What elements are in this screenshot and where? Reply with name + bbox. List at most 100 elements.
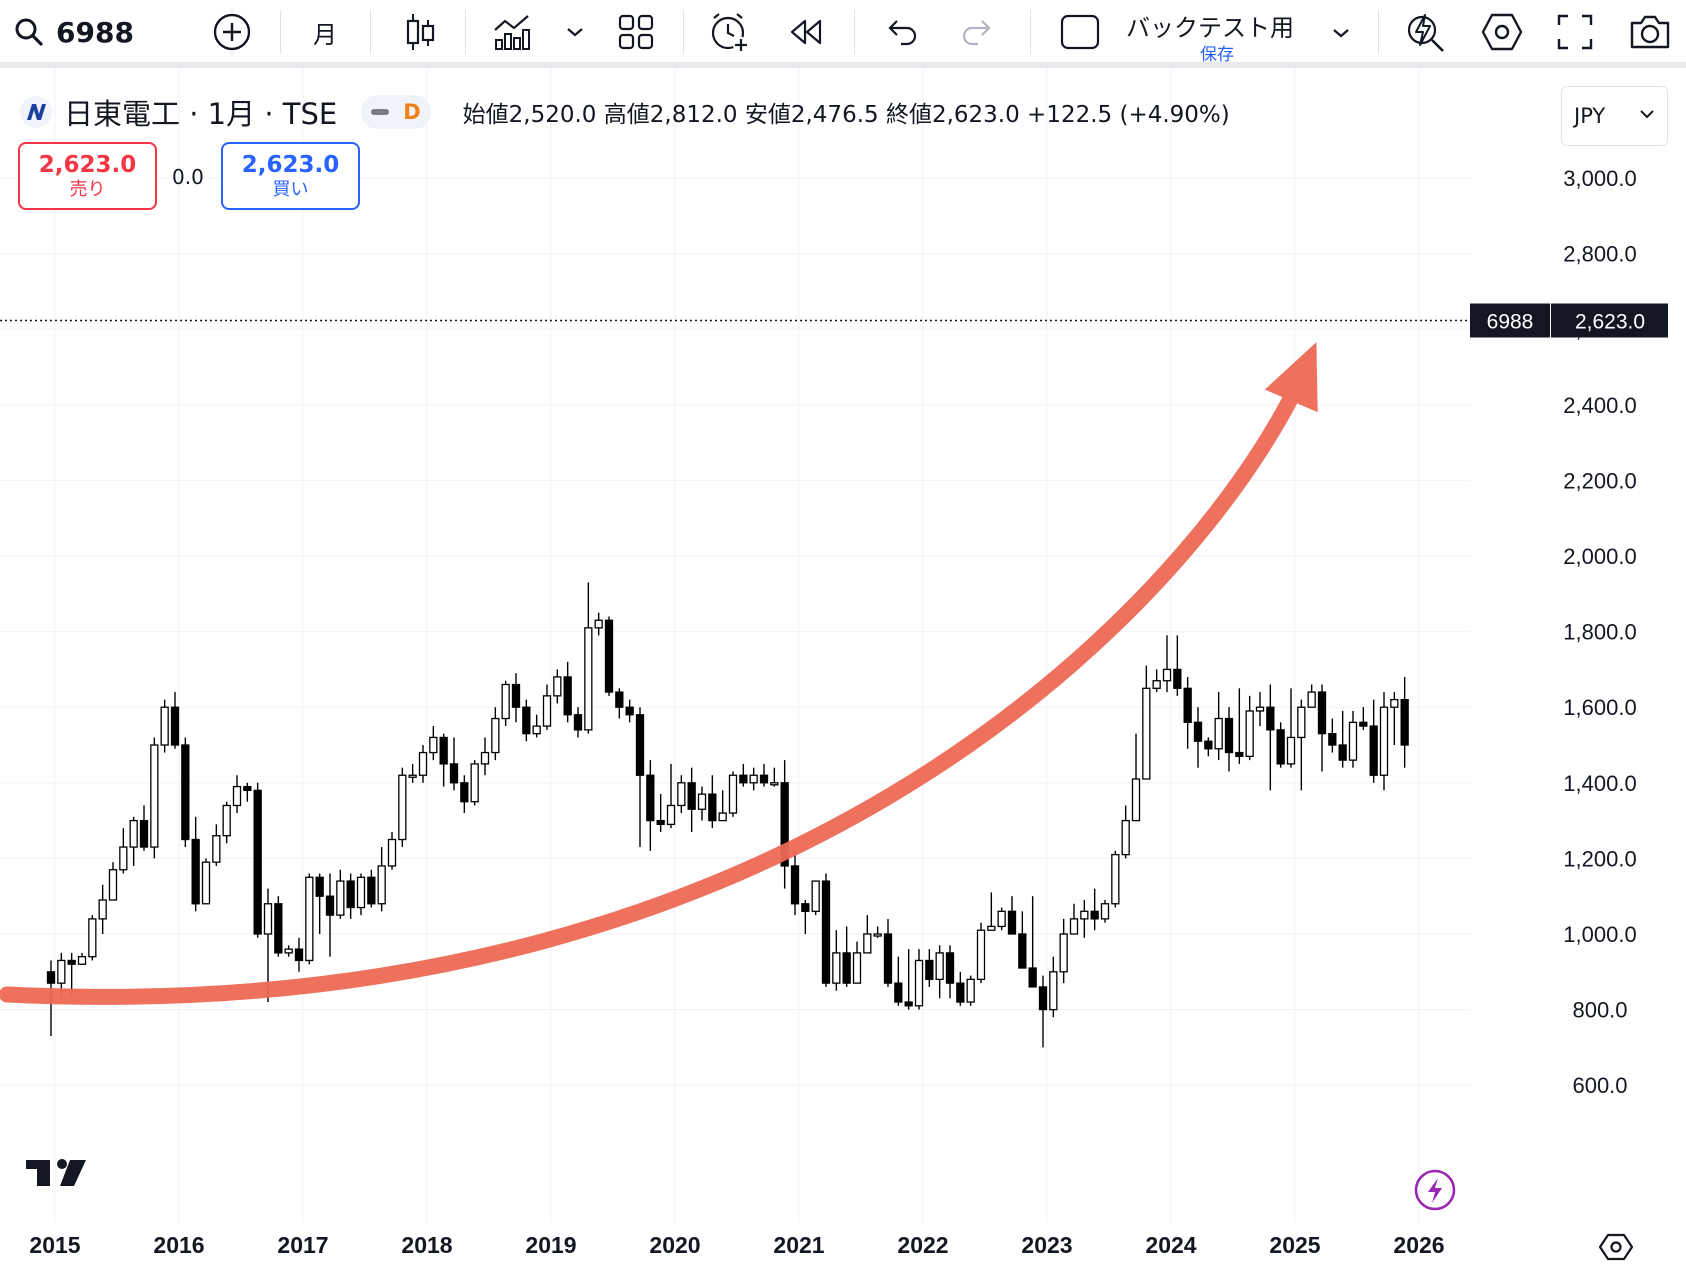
settings-button[interactable] xyxy=(1478,0,1526,64)
buy-button[interactable]: 2,623.0 買い xyxy=(221,142,360,210)
candle-body-down xyxy=(294,948,304,962)
candle xyxy=(821,873,831,987)
ohlc-values: 始値2,520.0 高値2,812.0 安値2,476.5 終値2,623.0 … xyxy=(462,102,1230,128)
interval-button[interactable]: 月 xyxy=(300,0,350,64)
candle xyxy=(150,737,159,859)
sell-button[interactable]: 2,623.0 売り xyxy=(18,142,157,210)
alert-button[interactable] xyxy=(706,0,754,64)
backtest-layout-menu[interactable]: バックテスト用 保存 xyxy=(1120,0,1350,65)
candle-body-up xyxy=(1080,910,1089,920)
price-chart[interactable]: 3,000.02,800.02,600.02,400.02,200.02,000… xyxy=(0,68,1686,1274)
data-source-badge[interactable]: D xyxy=(361,95,431,129)
x-tick-label: 2018 xyxy=(401,1232,452,1258)
redo-icon xyxy=(960,18,994,46)
candle-body-up xyxy=(584,627,593,731)
layout-select-checkbox[interactable] xyxy=(1058,0,1102,64)
redo-button[interactable] xyxy=(955,0,999,64)
candle-body-up xyxy=(697,793,707,810)
indicators-dropdown[interactable] xyxy=(560,0,590,64)
screenshot-button[interactable] xyxy=(1626,0,1674,64)
undo-button[interactable] xyxy=(880,0,924,64)
candle xyxy=(718,790,727,822)
symbol-text: 6988 xyxy=(56,15,134,49)
candle-body-up xyxy=(57,959,66,984)
candle-body-down xyxy=(346,880,355,909)
candle-body-up xyxy=(232,785,242,807)
tradingview-logo[interactable] xyxy=(26,1159,86,1186)
candle xyxy=(1245,695,1254,761)
candle xyxy=(232,775,242,814)
symbol-title[interactable]: 日東電工 · 1月 · TSE xyxy=(64,97,338,131)
candle xyxy=(408,763,417,783)
candle-body-up xyxy=(1245,710,1254,757)
candle-body-up xyxy=(1255,706,1265,712)
candle xyxy=(212,824,221,866)
candle-body-up xyxy=(98,899,107,920)
candle xyxy=(418,745,428,783)
candle xyxy=(666,763,676,829)
indicators-button[interactable] xyxy=(490,0,534,64)
quick-search-button[interactable] xyxy=(1402,0,1450,64)
candle-body-down xyxy=(842,952,851,984)
candle xyxy=(253,782,262,938)
layout-button[interactable] xyxy=(614,0,658,64)
candle-body-down xyxy=(945,952,955,984)
candle-body-up xyxy=(119,846,128,871)
candle-body-down xyxy=(1173,668,1182,689)
candle-body-down xyxy=(191,838,200,905)
y-tick-label: 1,200.0 xyxy=(1563,846,1636,871)
candle xyxy=(77,952,87,965)
candle xyxy=(439,733,448,787)
candle xyxy=(480,737,490,776)
candle-body-down xyxy=(625,706,634,716)
candle xyxy=(470,760,479,806)
candle-body-up xyxy=(1348,721,1358,761)
x-tick-label: 2025 xyxy=(1269,1232,1320,1258)
candle xyxy=(346,873,355,919)
candle xyxy=(1049,956,1058,1018)
chart-pane[interactable]: 3,000.02,800.02,600.02,400.02,200.02,000… xyxy=(0,68,1686,1274)
candle xyxy=(367,869,376,908)
candle-body-down xyxy=(1038,986,1048,1011)
chevron-down-icon xyxy=(1639,101,1655,125)
replay-button[interactable] xyxy=(784,0,828,64)
candle-body-down xyxy=(708,793,717,822)
currency-select[interactable]: JPY xyxy=(1561,86,1668,146)
candle xyxy=(635,707,645,848)
candle xyxy=(1297,699,1306,791)
candle-body-up xyxy=(1152,680,1161,689)
candle-body-down xyxy=(325,895,335,916)
lightning-icon[interactable] xyxy=(1414,1169,1456,1211)
y-tick-label: 2,200.0 xyxy=(1563,468,1636,493)
sell-label: 売り xyxy=(69,179,106,200)
candle xyxy=(615,688,624,719)
candle-body-up xyxy=(749,774,758,784)
symbol-search[interactable]: 6988 xyxy=(14,0,144,64)
candle-body-down xyxy=(511,683,521,708)
candle-body-up xyxy=(398,774,407,841)
candle-body-up xyxy=(470,763,479,803)
scale-settings-icon[interactable] xyxy=(1598,1233,1634,1261)
candle-body-down xyxy=(170,706,180,746)
candle xyxy=(656,794,665,832)
candle xyxy=(398,767,407,848)
candle-body-up xyxy=(976,929,986,981)
sell-price: 2,623.0 xyxy=(38,152,137,178)
candle-body-up xyxy=(1142,687,1151,780)
grid-layout-icon xyxy=(618,14,654,50)
candle-body-up xyxy=(677,782,686,807)
candle-body-up xyxy=(532,725,541,735)
candle-body-down xyxy=(780,782,789,867)
symbol-tag-bg xyxy=(1470,303,1550,338)
trend-arrow[interactable] xyxy=(0,342,1318,1005)
compare-symbol-button[interactable] xyxy=(208,0,256,64)
candle xyxy=(1142,665,1151,780)
candle xyxy=(873,926,882,938)
candle xyxy=(1007,896,1017,935)
undo-icon xyxy=(885,18,919,46)
source-label: D xyxy=(403,100,421,124)
y-tick-label: 1,800.0 xyxy=(1563,620,1636,645)
chart-type-button[interactable] xyxy=(398,0,442,64)
candle-body-down xyxy=(1235,751,1244,757)
fullscreen-button[interactable] xyxy=(1553,0,1597,64)
